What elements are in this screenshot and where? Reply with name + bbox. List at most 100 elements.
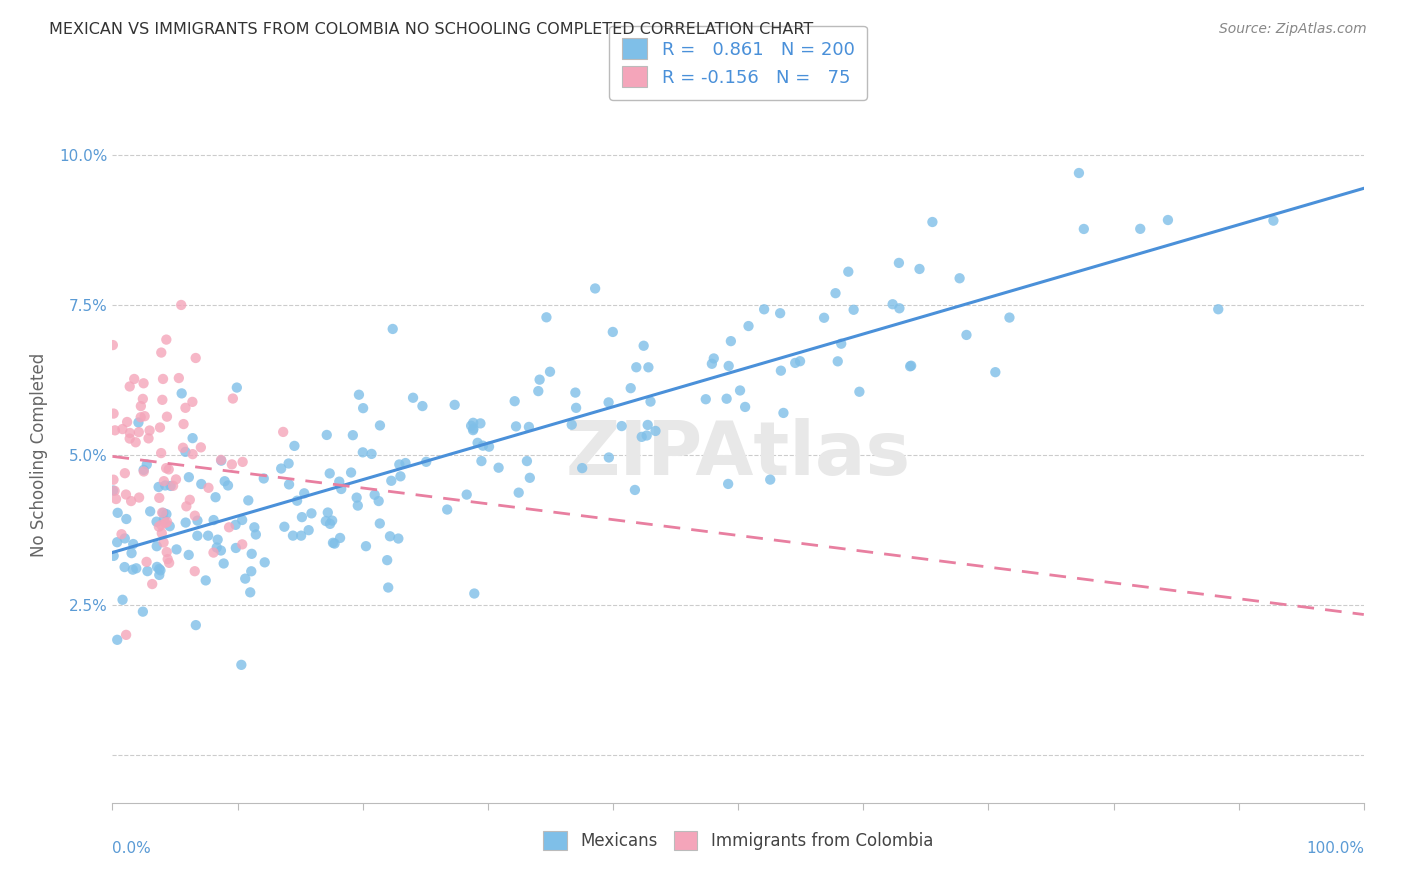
Point: [115, 415, 138, 429]
Point: [209, 453, 232, 467]
Point: [167, 371, 190, 385]
Point: [519, 471, 541, 485]
Point: [146, 560, 169, 574]
Point: [110, 527, 132, 541]
Point: [159, 519, 181, 533]
Point: [157, 462, 180, 476]
Point: [101, 483, 124, 498]
Point: [138, 431, 160, 445]
Point: [323, 536, 346, 550]
Point: [830, 336, 852, 351]
Point: [505, 419, 527, 434]
Point: [352, 401, 374, 416]
Text: Source: ZipAtlas.com: Source: ZipAtlas.com: [1219, 22, 1367, 37]
Point: [564, 385, 586, 400]
Point: [728, 384, 751, 398]
Point: [637, 417, 659, 432]
Point: [148, 562, 170, 576]
Point: [111, 592, 134, 607]
Point: [184, 618, 207, 632]
Point: [571, 461, 593, 475]
Point: [478, 440, 501, 454]
Point: [700, 357, 723, 371]
Point: [1157, 213, 1180, 227]
Legend: Mexicans, Immigrants from Colombia: Mexicans, Immigrants from Colombia: [537, 824, 939, 857]
Point: [159, 479, 181, 493]
Point: [132, 392, 155, 406]
Point: [165, 472, 187, 486]
Point: [243, 520, 266, 534]
Point: [789, 354, 811, 368]
Point: [290, 529, 312, 543]
Point: [842, 302, 865, 317]
Point: [887, 256, 910, 270]
Point: [347, 388, 370, 402]
Point: [253, 471, 276, 485]
Point: [1073, 222, 1095, 236]
Point: [190, 441, 212, 455]
Point: [375, 553, 398, 567]
Point: [155, 478, 177, 492]
Point: [322, 535, 344, 549]
Point: [516, 454, 538, 468]
Point: [152, 506, 174, 520]
Point: [620, 381, 643, 395]
Point: [152, 535, 174, 549]
Point: [170, 298, 193, 312]
Point: [179, 492, 201, 507]
Point: [460, 418, 482, 433]
Point: [644, 424, 666, 438]
Point: [155, 461, 177, 475]
Point: [402, 391, 425, 405]
Point: [827, 354, 849, 368]
Point: [197, 481, 219, 495]
Point: [186, 529, 208, 543]
Text: 0.0%: 0.0%: [112, 841, 152, 856]
Point: [209, 453, 232, 467]
Point: [360, 447, 382, 461]
Point: [122, 372, 145, 386]
Point: [204, 490, 226, 504]
Point: [135, 458, 157, 472]
Point: [955, 327, 977, 342]
Point: [330, 482, 353, 496]
Point: [340, 466, 363, 480]
Point: [253, 555, 276, 569]
Point: [148, 480, 170, 494]
Point: [177, 548, 200, 562]
Point: [281, 528, 304, 542]
Point: [837, 265, 859, 279]
Point: [610, 419, 633, 434]
Point: [132, 465, 155, 479]
Point: [162, 479, 184, 493]
Point: [127, 416, 149, 430]
Point: [132, 376, 155, 391]
Point: [114, 466, 136, 480]
Point: [503, 394, 526, 409]
Point: [717, 359, 740, 373]
Point: [381, 322, 404, 336]
Point: [734, 400, 756, 414]
Point: [848, 384, 870, 399]
Point: [463, 421, 485, 435]
Point: [388, 458, 411, 472]
Point: [174, 401, 197, 415]
Point: [637, 360, 659, 375]
Point: [270, 461, 292, 475]
Point: [377, 581, 399, 595]
Point: [367, 494, 389, 508]
Point: [118, 432, 141, 446]
Point: [118, 425, 141, 440]
Point: [209, 543, 232, 558]
Point: [114, 532, 136, 546]
Point: [720, 334, 742, 348]
Point: [813, 310, 835, 325]
Point: [128, 491, 150, 505]
Point: [328, 475, 350, 489]
Point: [346, 491, 368, 505]
Point: [122, 537, 145, 551]
Point: [174, 516, 197, 530]
Point: [105, 632, 128, 647]
Point: [368, 418, 391, 433]
Point: [737, 319, 759, 334]
